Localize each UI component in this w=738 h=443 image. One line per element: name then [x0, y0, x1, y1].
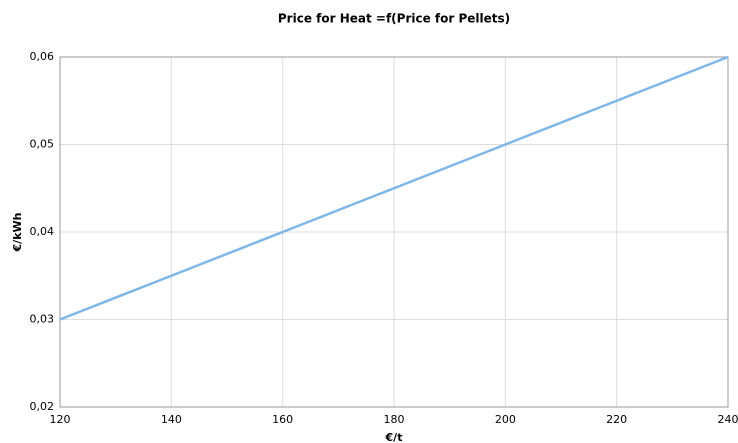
line — [59, 55, 729, 321]
x-tick-label: 200 — [495, 413, 516, 426]
y-tick-label: 0,06 — [30, 50, 55, 63]
y-tick-label: 0,02 — [30, 400, 55, 413]
chart-title: Price for Heat =f(Price for Pellets) — [278, 12, 510, 26]
x-tick-label: 240 — [718, 413, 738, 426]
x-tick-label: 120 — [50, 413, 71, 426]
x-tick-label: 180 — [384, 413, 405, 426]
x-axis-label: €/t — [385, 431, 403, 443]
y-tick-label: 0,03 — [30, 313, 55, 326]
y-tick-label: 0,04 — [30, 225, 55, 238]
plot-frame — [59, 56, 729, 408]
y-tick-label: 0,05 — [30, 138, 55, 151]
y-axis-label: €/kWh — [11, 213, 24, 253]
x-tick-label: 160 — [272, 413, 293, 426]
x-tick-label: 140 — [161, 413, 182, 426]
x-tick-label: 220 — [606, 413, 627, 426]
